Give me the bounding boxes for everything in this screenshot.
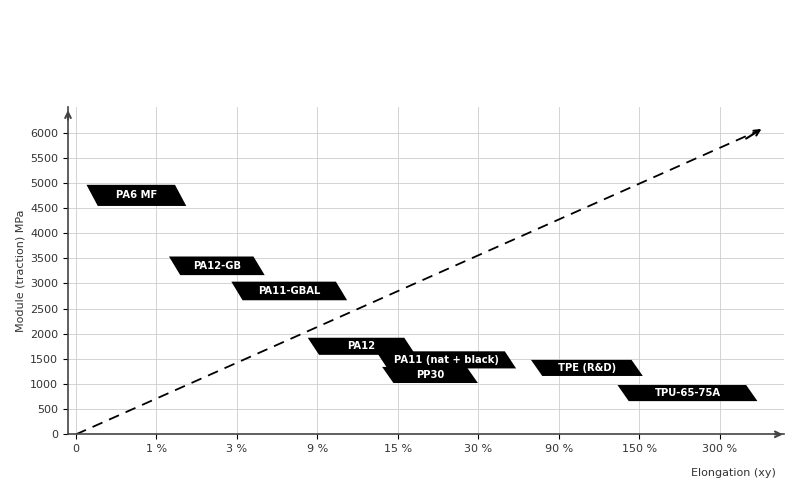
Text: ✱: ✱	[46, 39, 58, 52]
Polygon shape	[382, 367, 478, 383]
Text: PA12: PA12	[347, 341, 376, 351]
Polygon shape	[531, 360, 643, 376]
Polygon shape	[618, 385, 758, 401]
Y-axis label: Module (traction) MPa: Module (traction) MPa	[16, 209, 26, 332]
Text: FABULOUS: FABULOUS	[613, 32, 739, 58]
Text: PA11-GBAL: PA11-GBAL	[258, 286, 321, 296]
Text: PA6 MF: PA6 MF	[116, 190, 157, 201]
Text: PA11 (nat + black): PA11 (nat + black)	[394, 355, 498, 365]
Polygon shape	[376, 351, 516, 368]
Text: Elongation (xy): Elongation (xy)	[691, 468, 776, 478]
Text: ◆: ◆	[87, 39, 97, 52]
Polygon shape	[169, 257, 265, 275]
Polygon shape	[308, 338, 415, 355]
Text: TPU-65-75A: TPU-65-75A	[654, 388, 721, 398]
Text: PA12-GB: PA12-GB	[193, 261, 241, 271]
Polygon shape	[86, 185, 186, 206]
Text: TPE (R&D): TPE (R&D)	[558, 363, 616, 373]
Polygon shape	[231, 282, 347, 300]
Text: PP30: PP30	[416, 370, 444, 380]
Text: SLS FABULOUS MATERIALS RANGE: SLS FABULOUS MATERIALS RANGE	[212, 36, 547, 54]
Text: ▲: ▲	[127, 39, 137, 52]
